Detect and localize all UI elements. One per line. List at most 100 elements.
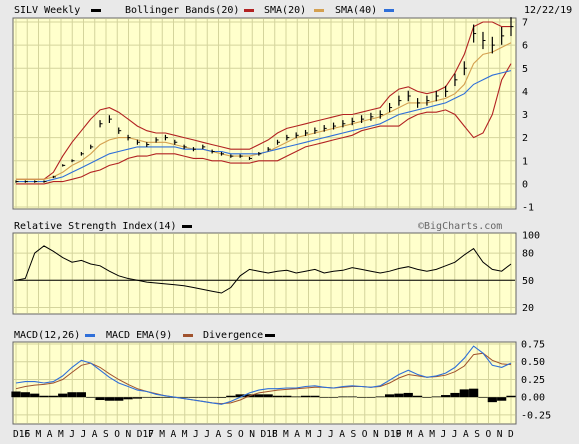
divergence-bar [469, 388, 479, 398]
bollinger-bands [16, 21, 512, 185]
x-tick-label: F [396, 429, 402, 440]
watermark: ©BigCharts.com [418, 221, 502, 232]
x-tick-label: O [114, 429, 120, 440]
rsi-series [15, 245, 512, 294]
price-y-tick: 4 [522, 87, 528, 98]
moving-averages [16, 42, 512, 183]
price-y-axis: -1 0 1 2 3 4 5 6 7 [522, 18, 534, 214]
sma20-legend-swatch [314, 9, 324, 12]
x-tick-label: A [463, 429, 469, 440]
macd-ema-title: MACD EMA(9) [106, 330, 172, 341]
divergence-bar [142, 397, 152, 398]
rsi-y-tick: 20 [522, 303, 534, 314]
x-tick-label: M [306, 429, 312, 440]
x-tick-label: M [159, 429, 165, 440]
divergence-bar [188, 397, 199, 398]
x-tick-label: D17 [137, 429, 154, 440]
x-tick-label: A [171, 429, 177, 440]
x-tick-label: F [272, 429, 278, 440]
divergence-bar [39, 395, 49, 398]
x-tick-label: A [418, 429, 424, 440]
macd-y-tick: 0.25 [521, 375, 545, 386]
divergence-bar [216, 397, 227, 398]
x-tick-label: N [249, 429, 255, 440]
rsi-legend-swatch [182, 225, 192, 228]
x-tick-label: O [238, 429, 244, 440]
bollinger-legend-swatch [244, 9, 254, 12]
x-tick-label: A [47, 429, 53, 440]
divergence-bar [114, 397, 124, 401]
price-y-tick: 5 [522, 64, 528, 75]
macd-title: MACD(12,26) [14, 330, 80, 341]
rsi-line [15, 245, 512, 294]
divergence-bar [58, 393, 68, 398]
divergence-bar [338, 396, 348, 398]
date-label: 12/22/19 [524, 5, 572, 16]
divergence-histogram [11, 388, 516, 403]
rsi-y-tick: 80 [522, 249, 534, 260]
rsi-grid [14, 234, 515, 313]
x-tick-label: F [24, 429, 30, 440]
x-tick-label: M [36, 429, 42, 440]
bollinger-label: Bollinger Bands(20) [125, 5, 239, 16]
divergence-bar [413, 395, 423, 398]
divergence-bar [347, 396, 357, 398]
divergence-bar [328, 397, 339, 398]
price-grid [14, 19, 515, 208]
divergence-bar [459, 389, 469, 398]
divergence-bar [300, 395, 311, 398]
price-y-tick: -1 [522, 203, 534, 214]
x-tick-label: M [407, 429, 413, 440]
divergence-bar [497, 397, 507, 401]
divergence-bar [394, 393, 404, 398]
sma40-legend-swatch [384, 9, 394, 12]
divergence-bar [272, 395, 283, 398]
price-y-tick: 0 [522, 179, 528, 190]
macd-legend-swatch [85, 334, 95, 337]
divergence-bar [11, 391, 21, 398]
x-tick-label: D19 [384, 429, 401, 440]
divergence-bar [67, 392, 77, 398]
divergence-bar [151, 397, 161, 398]
x-tick-label: M [283, 429, 289, 440]
symbol-label: SILV Weekly [14, 5, 80, 16]
macd-y-axis: -0.25 0.00 0.25 0.50 0.75 [521, 340, 551, 422]
divergence-bar [263, 394, 273, 398]
x-tick-label: M [182, 429, 188, 440]
macd-line [15, 345, 512, 405]
divergence-bar [450, 392, 460, 398]
x-tick-label: J [317, 429, 323, 440]
divergence-bar [487, 397, 497, 403]
price-y-tick: 7 [522, 18, 528, 29]
bollinger-upper [16, 21, 511, 180]
x-tick-label: S [103, 429, 109, 440]
x-tick-label: N [373, 429, 379, 440]
x-tick-label: A [294, 429, 300, 440]
divergence-bar [356, 397, 367, 398]
rsi-y-tick: 100 [522, 231, 540, 242]
divergence-title: Divergence [203, 330, 263, 341]
x-tick-label: J [328, 429, 334, 440]
price-y-tick: 6 [522, 41, 528, 52]
x-tick-label: D [508, 429, 514, 440]
divergence-bar [431, 396, 441, 398]
divergence-bar [104, 397, 114, 401]
sma20-label: SMA(20) [264, 5, 306, 16]
divergence-bar [403, 392, 413, 398]
x-tick-label: J [204, 429, 210, 440]
divergence-bar [478, 397, 488, 398]
price-panel [12, 17, 517, 210]
price-bars [15, 17, 514, 183]
macd-lines [15, 345, 512, 405]
divergence-bar [291, 396, 301, 398]
divergence-bar [235, 394, 245, 398]
price-y-tick: 2 [522, 133, 528, 144]
divergence-bar [48, 395, 58, 398]
x-tick-label: A [339, 429, 345, 440]
divergence-bar [95, 397, 105, 401]
x-tick-label: S [474, 429, 480, 440]
sma40-line [16, 70, 512, 183]
x-tick-label: N [497, 429, 503, 440]
